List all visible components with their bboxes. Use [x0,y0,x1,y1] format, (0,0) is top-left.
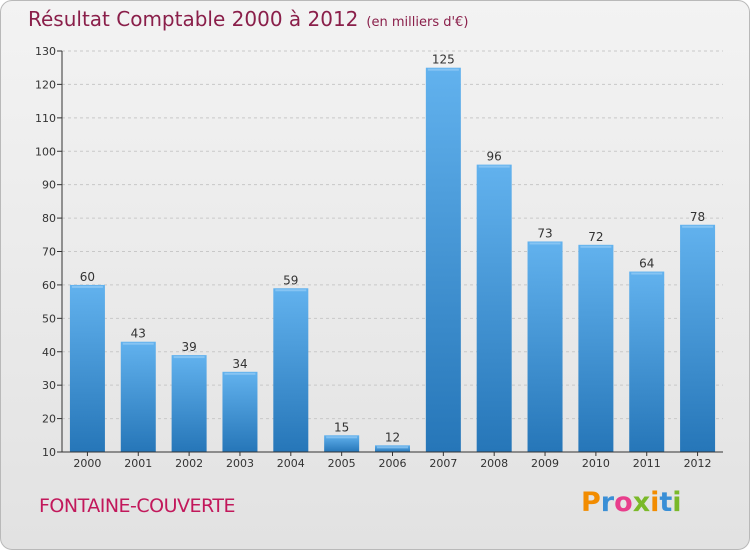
y-tick-label: 90 [42,179,56,192]
data-label-2001: 43 [131,327,146,341]
y-tick-label: 40 [42,346,56,359]
y-tick-label: 30 [42,379,56,392]
x-tick-label-2005: 2005 [328,457,356,470]
data-label-2010: 72 [588,230,603,244]
y-tick-label: 60 [42,279,56,292]
y-tick-label: 130 [35,45,56,58]
bar-2012[interactable] [680,224,716,452]
logo-letter: P [581,487,601,518]
bar-2008[interactable] [476,164,512,452]
proxiti-logo[interactable]: Proxiti [581,487,682,518]
chart-title: Résultat Comptable 2000 à 2012 [28,7,359,31]
bar-highlight [682,225,714,228]
y-tick-label: 70 [42,246,56,259]
x-tick-label-2010: 2010 [582,457,610,470]
x-tick-label-2002: 2002 [175,457,203,470]
bar-2005[interactable] [324,435,360,452]
x-tick-label-2009: 2009 [531,457,559,470]
y-tick-label: 80 [42,212,56,225]
commune-name: FONTAINE-COUVERTE [39,495,235,517]
bar-highlight [529,242,561,245]
y-tick-label: 50 [42,312,56,325]
data-label-2003: 34 [232,357,247,371]
bar-2006[interactable] [375,445,410,452]
bar-2002[interactable] [171,355,207,452]
y-tick-label: 110 [35,112,56,125]
bar-2007[interactable] [425,67,461,452]
x-tick-label-2004: 2004 [277,457,305,470]
data-label-2007: 125 [432,53,455,67]
bar-highlight [71,285,103,288]
chart-unit-note: (en milliers d'€) [366,15,469,30]
bar-highlight [122,342,154,345]
data-label-2004: 59 [283,273,298,287]
bar-2003[interactable] [222,371,258,452]
bar-2009[interactable] [527,241,563,452]
data-label-2006: 12 [385,430,400,444]
data-label-2005: 15 [334,420,349,434]
x-tick-label-2000: 2000 [73,457,101,470]
logo-letter: x [632,487,651,518]
bar-highlight [173,356,205,359]
bar-highlight [580,245,612,248]
data-label-2009: 73 [537,226,552,240]
bar-2001[interactable] [120,341,156,452]
logo-letter: t [659,487,673,518]
bar-2010[interactable] [578,244,614,452]
bar-2004[interactable] [273,288,309,452]
bar-highlight [326,436,358,439]
chart-title-block: Résultat Comptable 2000 à 2012 (en millie… [28,7,468,31]
y-tick-label: 10 [42,446,56,459]
logo-letter: i [672,487,682,518]
bar-highlight [224,372,256,375]
y-tick-label: 20 [42,413,56,426]
x-tick-label-2008: 2008 [480,457,508,470]
x-tick-label-2011: 2011 [633,457,661,470]
bar-highlight [275,289,307,292]
logo-letter: r [600,487,615,518]
logo-letter: o [614,487,633,518]
data-label-2011: 64 [639,257,654,271]
bar-highlight [478,165,510,168]
bar-highlight [377,446,408,449]
x-tick-label-2001: 2001 [124,457,152,470]
x-tick-label-2006: 2006 [379,457,407,470]
y-tick-label: 100 [35,145,56,158]
x-tick-label-2012: 2012 [684,457,712,470]
x-tick-label-2007: 2007 [429,457,457,470]
data-label-2002: 39 [181,340,196,354]
logo-letter: i [650,487,660,518]
bar-highlight [427,68,459,71]
y-tick-label: 120 [35,78,56,91]
bar-highlight [631,272,663,275]
data-label-2008: 96 [487,150,502,164]
bar-2011[interactable] [629,271,665,452]
bar-2000[interactable] [69,284,105,452]
x-tick-label-2003: 2003 [226,457,254,470]
data-label-2000: 60 [80,270,95,284]
data-label-2012: 78 [690,210,705,224]
